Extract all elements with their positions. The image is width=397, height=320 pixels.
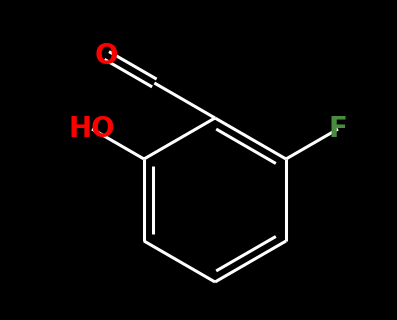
Text: O: O [95,42,118,69]
Text: HO: HO [69,115,116,143]
Text: F: F [329,115,347,143]
